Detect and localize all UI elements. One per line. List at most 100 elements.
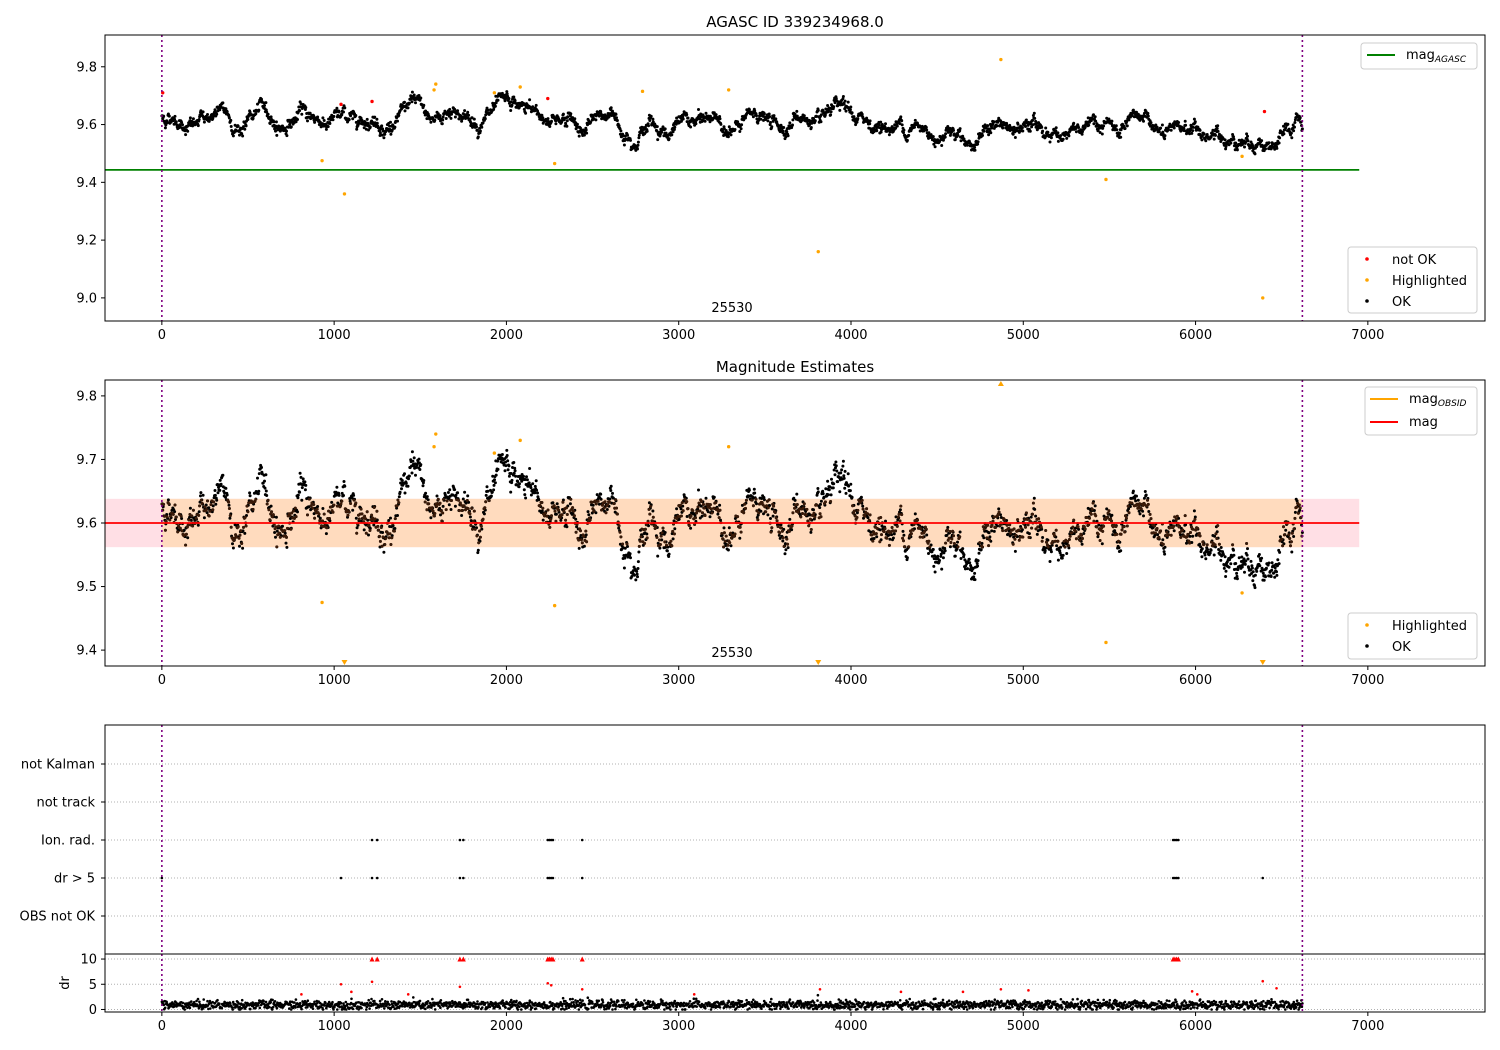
ok-point [393, 125, 397, 129]
x-tick-label-6: 6000 [1179, 328, 1212, 343]
ok-point [1191, 125, 1195, 129]
ok-point [1147, 510, 1151, 513]
ok-point [1024, 118, 1028, 122]
ok-point [238, 544, 241, 548]
ok-point [651, 117, 655, 121]
ok-point [1013, 549, 1017, 553]
ok-point [762, 112, 766, 116]
ok-point [827, 488, 831, 492]
ok-point [925, 533, 929, 537]
x-tick-label-4: 4000 [834, 328, 867, 343]
ok-point [215, 498, 219, 502]
ok-point [829, 113, 833, 117]
ok-point [719, 122, 723, 126]
ok-point [577, 134, 581, 138]
ok-point [243, 127, 247, 131]
ok-point [623, 556, 627, 560]
ok-point [747, 488, 751, 492]
ok-point [561, 112, 565, 116]
ok-point [673, 527, 677, 531]
ok-point [655, 129, 659, 133]
ok-point [410, 450, 414, 454]
ok-point [202, 516, 206, 520]
ok-point [953, 138, 957, 142]
ok-point [244, 124, 248, 128]
ok-point [781, 539, 785, 543]
ok-point [448, 488, 452, 492]
ok-point [832, 105, 836, 109]
ok-point [670, 133, 674, 137]
ok-point [1287, 127, 1291, 131]
ok-point [1049, 550, 1053, 554]
ok-point [383, 132, 387, 136]
ok-point [398, 490, 402, 494]
ok-point [400, 479, 404, 482]
ok-point [1144, 493, 1148, 497]
ok-point [537, 112, 541, 116]
ok-point [818, 506, 822, 510]
ok-point [1074, 130, 1078, 134]
ok-point [274, 129, 277, 133]
ok-point [181, 123, 184, 127]
ok-point [453, 488, 457, 492]
ok-point [973, 571, 977, 575]
ok-point [839, 471, 843, 475]
ok-point [466, 110, 470, 114]
ok-point [403, 472, 406, 476]
ok-point [509, 109, 513, 112]
ok-point [324, 127, 328, 131]
x-tick-label-2: 2000 [490, 328, 523, 343]
ok-point [186, 536, 190, 540]
ok-point [411, 459, 415, 463]
ok-point [173, 510, 177, 514]
ok-point [1172, 529, 1176, 533]
ok-point [943, 549, 947, 553]
ok-point [975, 562, 979, 565]
ok-point [484, 493, 488, 497]
ok-point [243, 531, 247, 535]
ok-point [351, 117, 355, 121]
ok-point [1013, 136, 1017, 139]
ok-point [281, 124, 284, 128]
ok-point [548, 125, 552, 128]
ok-point [821, 492, 825, 496]
ok-point [1077, 527, 1081, 531]
ok-point [987, 531, 991, 535]
ok-point [719, 518, 722, 522]
legend-highlighted-swatch [1365, 278, 1369, 282]
y-tick-label-3: 9.6 [76, 118, 97, 133]
ok-point [936, 554, 940, 558]
ok-point [173, 117, 177, 121]
ok-point [636, 575, 639, 579]
ok-point [973, 148, 977, 152]
ok-point [331, 118, 335, 122]
ok-point [335, 485, 339, 489]
ok-point [330, 500, 334, 504]
ok-point [689, 125, 693, 129]
ok-point [672, 128, 676, 131]
ok-point [251, 116, 255, 120]
ok-point [880, 524, 884, 528]
ok-point [1110, 119, 1114, 123]
ok-point [184, 133, 188, 137]
highlighted-point [434, 82, 438, 86]
ok-point [958, 127, 962, 131]
x-tick-label-7: 7000 [1351, 328, 1384, 343]
ok-point [506, 468, 510, 472]
ok-point [582, 133, 586, 137]
ok-point [703, 119, 707, 123]
ok-point [1246, 134, 1249, 138]
ok-point [1267, 141, 1271, 145]
ok-point [990, 126, 994, 130]
ok-point [541, 116, 545, 120]
ok-point [397, 495, 401, 499]
ok-point [1118, 131, 1122, 135]
ok-point [378, 131, 382, 135]
legend-ok-label: OK [1392, 295, 1411, 310]
ok-point [626, 133, 629, 137]
ok-point [507, 97, 511, 101]
ok-point [1190, 131, 1194, 135]
ok-point [231, 542, 234, 546]
ok-point [242, 125, 245, 129]
ok-point [425, 117, 429, 121]
